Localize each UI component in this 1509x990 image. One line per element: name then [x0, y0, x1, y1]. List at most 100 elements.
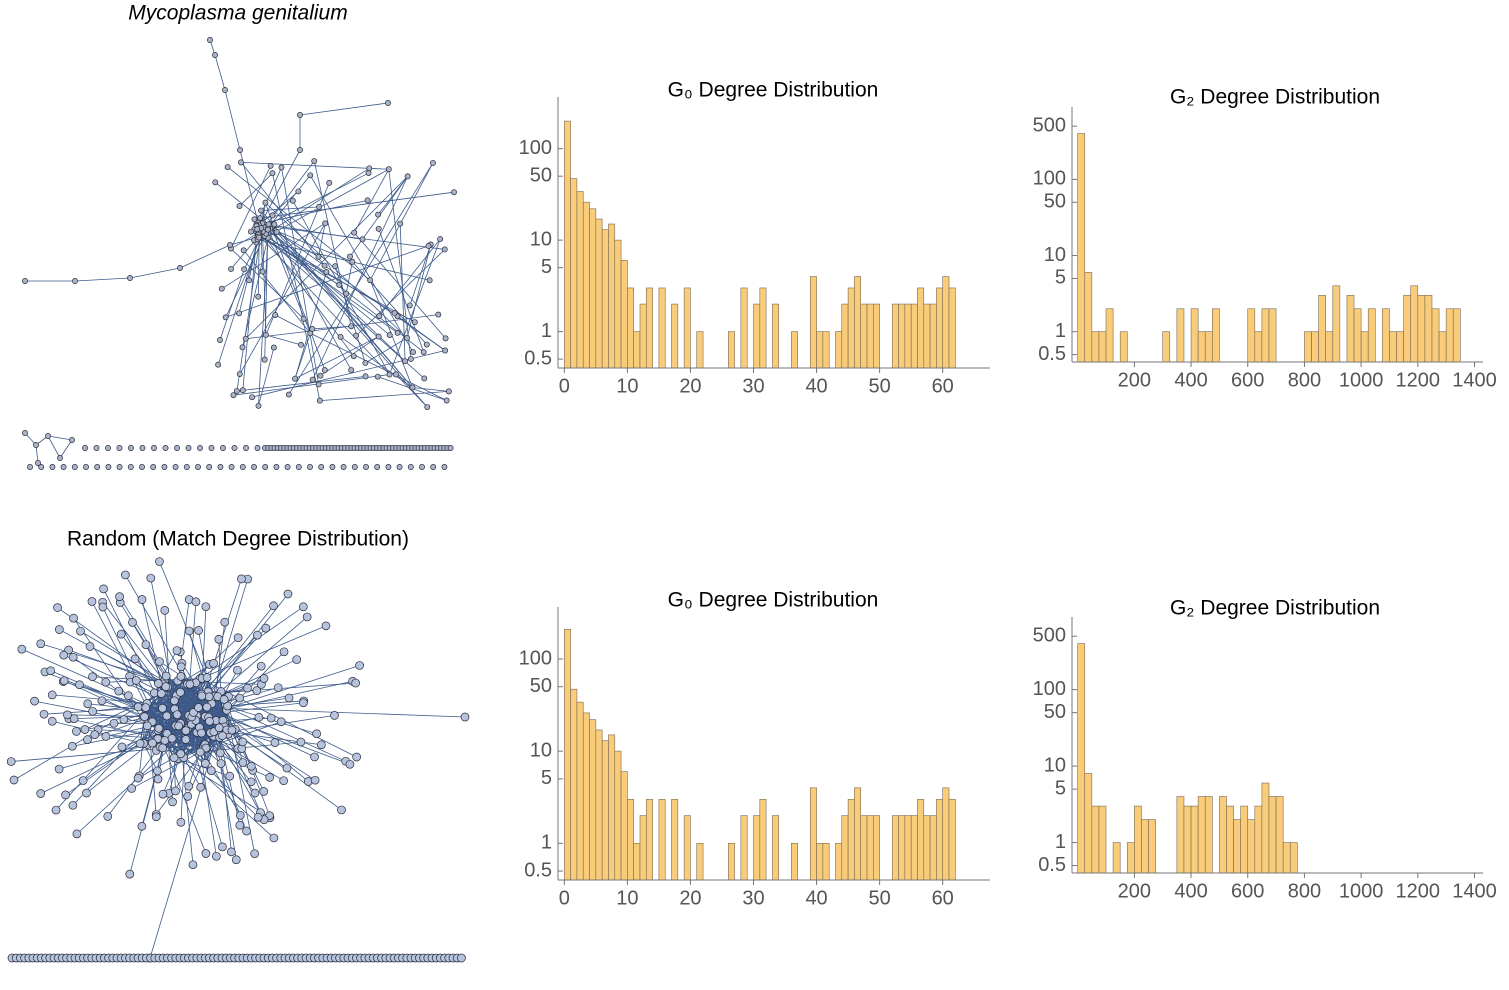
node: [239, 387, 246, 394]
node: [443, 397, 450, 404]
node: [250, 849, 260, 859]
node: [174, 445, 180, 451]
node: [310, 752, 319, 762]
bar: [816, 843, 824, 881]
edge: [141, 599, 179, 759]
node: [137, 821, 147, 831]
node: [141, 703, 151, 712]
bar: [835, 843, 843, 881]
x-tick-label: 30: [742, 887, 764, 909]
edge: [397, 315, 446, 351]
node: [240, 247, 247, 254]
node: [347, 253, 353, 260]
node: [316, 203, 323, 210]
y-tick-label: 5: [1055, 267, 1066, 289]
node: [326, 179, 333, 186]
edge: [180, 753, 275, 839]
node: [262, 199, 269, 206]
node: [279, 647, 289, 657]
edge: [226, 665, 360, 709]
x-tick-label: 200: [1118, 369, 1151, 391]
bar: [1134, 805, 1142, 874]
node: [292, 655, 302, 664]
node: [284, 464, 291, 470]
bar: [898, 815, 906, 881]
node: [396, 464, 403, 470]
x-tick-label: 1200: [1396, 880, 1441, 902]
bar: [1141, 819, 1149, 874]
node: [348, 323, 355, 330]
bar: [633, 331, 641, 369]
bar: [564, 120, 571, 369]
node: [252, 686, 262, 695]
node: [435, 311, 442, 318]
bar: [589, 719, 597, 881]
edge: [257, 233, 260, 297]
node: [227, 847, 236, 857]
chart-title: G₂ Degree Distribution: [1170, 597, 1380, 620]
node: [421, 375, 428, 382]
node: [83, 464, 89, 470]
node: [345, 759, 355, 769]
edge: [47, 435, 61, 459]
edge: [406, 244, 432, 338]
bar: [860, 303, 868, 369]
node: [9, 775, 19, 785]
bar: [1197, 796, 1206, 874]
bar: [809, 276, 817, 369]
node: [176, 817, 186, 827]
node: [202, 673, 212, 682]
x-tick-label: 1200: [1396, 369, 1441, 391]
node: [105, 464, 112, 470]
edge: [187, 625, 327, 685]
node: [109, 718, 119, 728]
node: [167, 734, 177, 743]
bar: [1360, 331, 1369, 363]
node: [265, 221, 272, 228]
bar: [1077, 133, 1086, 363]
x-tick-label: 200: [1118, 880, 1151, 902]
bar: [570, 178, 578, 369]
bar: [753, 815, 761, 881]
edge: [183, 757, 201, 788]
node: [407, 355, 414, 362]
edge: [265, 202, 274, 227]
node: [127, 275, 133, 281]
bar: [639, 815, 647, 881]
y-tick-label: 5: [1055, 777, 1066, 799]
node: [238, 758, 248, 767]
bar: [614, 750, 622, 881]
node: [261, 623, 271, 633]
bar: [1091, 331, 1100, 363]
node: [196, 782, 205, 792]
bar: [1325, 331, 1334, 363]
node: [352, 752, 361, 762]
bar: [1176, 796, 1185, 874]
node: [116, 464, 123, 470]
node: [374, 464, 381, 470]
node: [75, 680, 84, 690]
edge: [47, 435, 73, 441]
bar: [942, 787, 950, 881]
node: [392, 371, 399, 378]
node: [385, 464, 392, 470]
node: [365, 170, 372, 176]
node: [299, 602, 308, 612]
node: [269, 170, 276, 177]
node: [59, 650, 69, 660]
node: [195, 747, 205, 757]
node: [222, 87, 228, 93]
edge: [225, 245, 429, 318]
node: [80, 725, 90, 734]
chart-title: G₀ Degree Distribution: [668, 589, 879, 612]
node: [115, 592, 124, 601]
x-tick-label: 1000: [1339, 880, 1384, 902]
bar: [589, 208, 597, 369]
node: [238, 159, 244, 166]
edge: [67, 714, 144, 717]
bar: [822, 331, 830, 369]
node: [172, 646, 182, 655]
x-tick-label: 600: [1231, 880, 1264, 902]
bar: [873, 303, 880, 369]
node: [250, 788, 260, 798]
